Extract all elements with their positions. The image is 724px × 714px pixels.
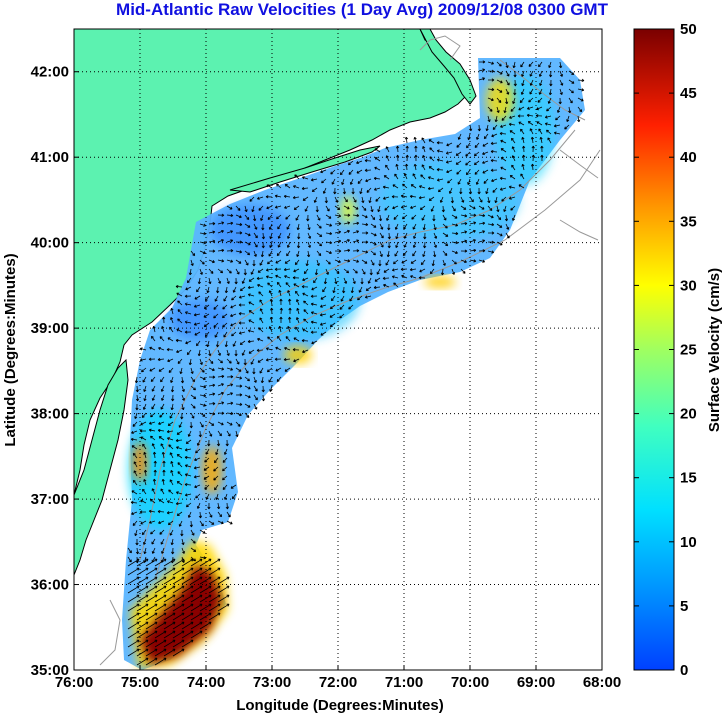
colorbar-tick-label: 50 bbox=[680, 21, 697, 38]
x-axis-label: Longitude (Degrees:Minutes) bbox=[236, 697, 444, 714]
y-tick-label: 42:00 bbox=[31, 64, 69, 81]
x-tick-label: 68:00 bbox=[583, 674, 621, 691]
y-tick-label: 37:00 bbox=[31, 491, 69, 508]
colorbar-tick-label: 25 bbox=[680, 342, 697, 359]
colorbar-tick-label: 15 bbox=[680, 470, 697, 487]
y-tick-label: 38:00 bbox=[31, 406, 69, 423]
yellow-patch bbox=[486, 78, 514, 122]
colorbar-tick-label: 0 bbox=[680, 662, 688, 679]
colorbar-ticks: 0 5 10 15 20 25 30 35 40 45 50 bbox=[634, 21, 697, 679]
gulf-stream-core bbox=[140, 565, 222, 664]
x-axis: 76:00 75:00 74:00 73:00 72:00 71:00 70:00 69:00… bbox=[55, 665, 621, 691]
velocity-arrows bbox=[127, 60, 585, 666]
x-tick-label: 74:00 bbox=[187, 674, 225, 691]
y-tick-label: 41:00 bbox=[31, 149, 69, 166]
y-tick-label: 36:00 bbox=[31, 577, 69, 594]
bathymetry-contours bbox=[99, 35, 601, 666]
chart-title: Mid-Atlantic Raw Velocities (1 Day Avg) … bbox=[116, 0, 609, 19]
cape-cod bbox=[419, 29, 477, 105]
y-tick-label: 35:00 bbox=[31, 662, 69, 679]
y-axis: 35:00 36:00 37:00 38:00 39:00 40:00 41:00 42:00 bbox=[31, 64, 79, 679]
yellow-patch bbox=[424, 276, 456, 288]
x-tick-label: 73:00 bbox=[253, 674, 291, 691]
orange-patch bbox=[202, 446, 222, 494]
blue-patch bbox=[170, 300, 230, 340]
x-tick-label: 72:00 bbox=[319, 674, 357, 691]
colorbar-tick-label: 40 bbox=[680, 149, 697, 166]
y-tick-label: 40:00 bbox=[31, 235, 69, 252]
blue-patch bbox=[210, 205, 290, 255]
x-tick-label: 76:00 bbox=[55, 674, 93, 691]
colorbar-tick-label: 45 bbox=[680, 85, 697, 102]
colorbar-tick-label: 10 bbox=[680, 534, 697, 551]
arrow-field bbox=[127, 60, 585, 666]
colorbar-tick-label: 35 bbox=[680, 213, 697, 230]
x-tick-label: 71:00 bbox=[385, 674, 423, 691]
colorbar-tick-label: 20 bbox=[680, 406, 697, 423]
cyan-patch bbox=[380, 160, 520, 240]
colorbar-tick-label: 5 bbox=[680, 598, 688, 615]
cyan-patch bbox=[240, 260, 360, 340]
y-tick-label: 39:00 bbox=[31, 320, 69, 337]
yellow-patch bbox=[284, 346, 312, 364]
colorbar-tick-label: 30 bbox=[680, 277, 697, 294]
x-tick-label: 75:00 bbox=[121, 674, 159, 691]
colorbar bbox=[633, 28, 675, 671]
colorbar-label: Surface Velocity (cm/s) bbox=[706, 268, 723, 432]
y-axis-label: Latitude (Degrees:Minutes) bbox=[2, 253, 19, 446]
plot-area bbox=[74, 29, 602, 670]
grid-lines bbox=[74, 29, 602, 670]
yellow-patch bbox=[340, 196, 356, 224]
x-tick-label: 69:00 bbox=[517, 674, 555, 691]
x-tick-label: 70:00 bbox=[451, 674, 489, 691]
